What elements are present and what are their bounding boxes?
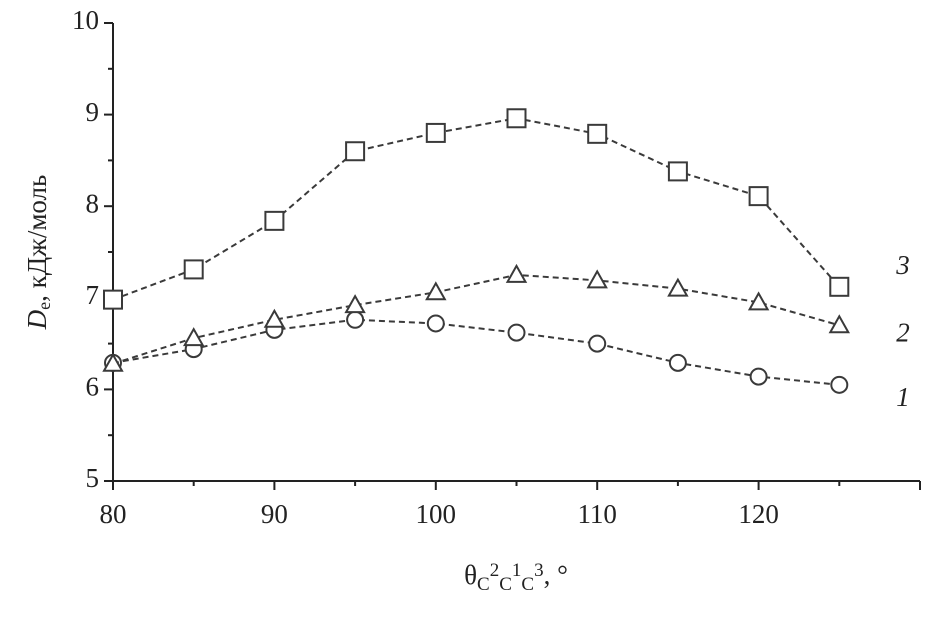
- series-label: 1: [896, 382, 910, 412]
- marker: [667, 277, 689, 297]
- marker: [588, 334, 607, 353]
- marker: [747, 291, 770, 311]
- x-label-part: , °: [544, 560, 568, 590]
- x-tick-label: 90: [261, 499, 288, 529]
- marker: [263, 308, 286, 328]
- x-axis-label: θC2C1C3, °: [464, 560, 568, 595]
- x-label-part: 2: [490, 560, 500, 581]
- x-label-part: 3: [534, 560, 544, 581]
- series-line: [112, 117, 841, 301]
- series-label: 3: [895, 250, 910, 280]
- marker: [425, 122, 446, 143]
- series-line: [112, 273, 840, 365]
- marker: [506, 108, 527, 129]
- marker: [426, 314, 445, 333]
- marker: [425, 281, 447, 301]
- x-label-part: θ: [464, 560, 477, 590]
- marker: [749, 367, 768, 386]
- x-tick-label: 120: [738, 499, 779, 529]
- y-label-part: D: [22, 309, 52, 330]
- y-axis-label: De, кДж/моль: [22, 175, 54, 331]
- marker: [505, 263, 528, 283]
- marker: [668, 353, 687, 372]
- y-tick-label: 9: [86, 97, 100, 127]
- y-tick-label: 8: [86, 188, 100, 218]
- y-label-part: e: [34, 302, 54, 310]
- y-tick-label: 5: [86, 463, 100, 493]
- x-label-part: C: [521, 574, 534, 595]
- x-tick-label: 100: [416, 499, 457, 529]
- marker: [667, 161, 688, 182]
- x-label-part: 1: [512, 560, 522, 581]
- marker: [586, 269, 608, 289]
- marker: [264, 210, 285, 231]
- marker: [587, 123, 608, 144]
- y-tick-label: 10: [72, 5, 99, 35]
- series-label: 2: [896, 317, 910, 347]
- marker: [507, 323, 526, 342]
- marker: [183, 259, 204, 280]
- marker: [828, 314, 851, 334]
- x-tick-label: 80: [100, 499, 127, 529]
- marker: [346, 310, 365, 329]
- marker: [748, 186, 769, 207]
- y-tick-label: 6: [86, 372, 100, 402]
- marker: [829, 276, 850, 297]
- marker: [830, 375, 849, 394]
- series-line: [112, 318, 840, 386]
- x-tick-label: 110: [577, 499, 617, 529]
- y-label-part: , кДж/моль: [22, 175, 52, 302]
- marker: [102, 352, 124, 372]
- marker: [344, 294, 366, 314]
- y-tick-label: 7: [86, 280, 100, 310]
- marker: [103, 289, 123, 310]
- marker: [345, 141, 366, 162]
- x-label-part: C: [499, 574, 512, 595]
- x-label-part: C: [477, 574, 490, 595]
- marker: [182, 327, 205, 347]
